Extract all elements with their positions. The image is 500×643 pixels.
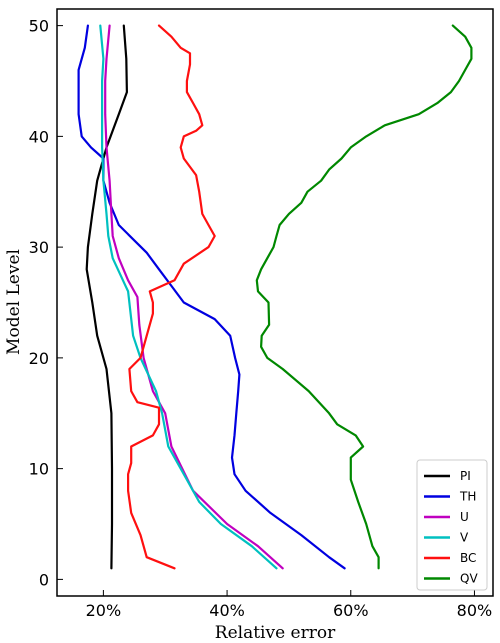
legend-label-v: V (460, 531, 469, 545)
legend-label-bc: BC (460, 551, 476, 565)
series-line-bc (127, 24, 216, 570)
plot-frame (56, 8, 494, 597)
legend-label-u: U (460, 510, 469, 524)
legend-label-qv: QV (460, 572, 478, 586)
y-tick-label: 50 (29, 17, 49, 36)
series-line-u (104, 24, 284, 570)
series-line-pi (85, 24, 129, 570)
x-tick-label: 60% (333, 601, 369, 620)
x-axis-label: Relative error (215, 623, 336, 643)
x-tick-label: 80% (457, 601, 493, 620)
legend: PI TH UV BC QV (416, 459, 488, 591)
y-axis-ticks: 0 10 20 30 40 50 (29, 17, 63, 589)
series-line-th (77, 24, 346, 570)
y-tick-label: 10 (29, 460, 49, 479)
series-layer (77, 24, 473, 570)
series-line-qv (255, 24, 473, 570)
x-tick-label: 40% (209, 601, 245, 620)
y-tick-label: 40 (29, 127, 49, 146)
series-line-v (99, 24, 278, 570)
legend-box (416, 459, 488, 591)
legend-label-th: TH (459, 490, 476, 504)
y-tick-label: 0 (39, 570, 49, 589)
y-tick-label: 20 (29, 349, 49, 368)
legend-items: PI TH UV BC QV (424, 469, 478, 586)
x-axis-ticks: 20% 40% 60% 80% (86, 590, 493, 620)
y-axis-label: Model Level (4, 249, 24, 355)
x-tick-label: 20% (86, 601, 122, 620)
y-tick-label: 30 (29, 238, 49, 257)
legend-label-pi: PI (460, 469, 471, 483)
